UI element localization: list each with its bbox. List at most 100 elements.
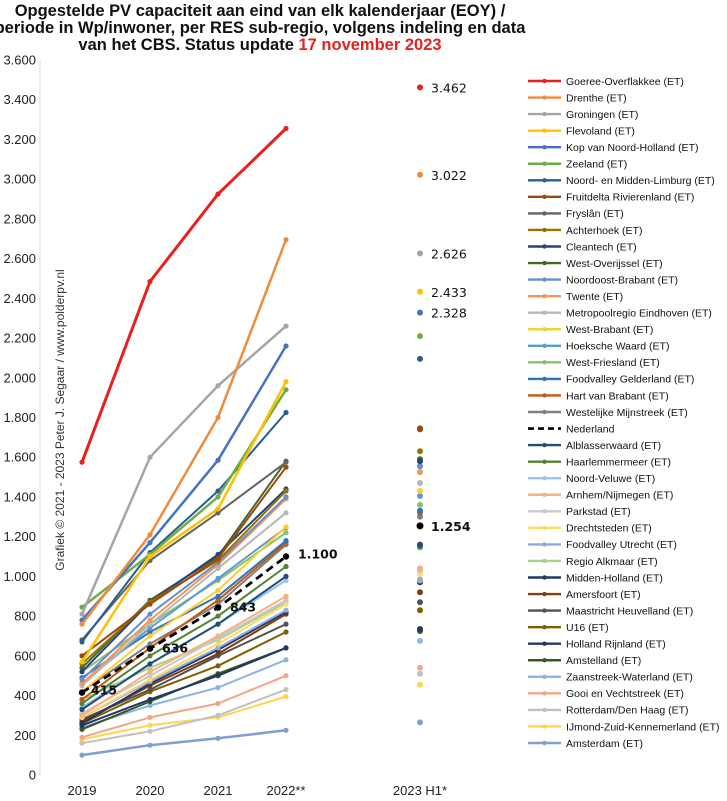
legend-label: Nederland [566, 423, 615, 435]
y-tick-label: 0 [29, 768, 36, 783]
legend: Goeree-Overflakkee (ET) Drenthe (ET) Groni… [528, 76, 719, 750]
y-axis: 0 200 400 600 800 1.000 1.200 1.400 1.600 1.800 2.… [3, 53, 36, 783]
legend-marker [542, 492, 547, 497]
series-line [81, 603, 287, 719]
data-point [215, 593, 221, 599]
legend-marker [542, 691, 547, 696]
legend-entry: Amstelland (ET) [528, 655, 641, 667]
series-line [81, 239, 288, 625]
legend-label: West-Overijssel (ET) [566, 258, 663, 270]
data-point [283, 494, 289, 500]
data-point [79, 459, 85, 465]
legend-marker [542, 194, 547, 200]
legend-entry: Metropoolregio Eindhoven (ET) [528, 308, 712, 320]
data-point [79, 669, 85, 675]
y-tick-label: 2.400 [3, 291, 36, 306]
data-point [147, 625, 153, 631]
legend-marker [542, 360, 547, 365]
data-point [215, 613, 221, 619]
legend-label: Amstelland (ET) [566, 655, 641, 667]
h1-point [417, 607, 423, 614]
data-point [147, 553, 153, 560]
data-point [283, 607, 289, 613]
legend-entry: Kop van Noord-Holland (ET) [528, 142, 698, 154]
data-point [283, 530, 289, 536]
data-point [214, 604, 222, 611]
legend-marker [542, 442, 547, 448]
legend-label: Flevoland (ET) [566, 125, 635, 137]
data-point [147, 687, 153, 693]
series [79, 670, 423, 746]
data-point [79, 639, 85, 645]
h1-point [417, 458, 423, 465]
data-point [147, 722, 153, 728]
legend-marker [542, 244, 547, 249]
legend-entry: Haarlemmermeer (ET) [528, 456, 671, 468]
legend-label: Maastricht Heuvelland (ET) [566, 605, 693, 617]
series-line [80, 127, 288, 463]
legend-marker [542, 509, 547, 514]
h1-point [417, 333, 423, 340]
legend-entry: Noord- en Midden-Limburg (ET) [528, 175, 715, 187]
data-point [215, 651, 221, 657]
data-point [147, 742, 153, 748]
data-point [215, 494, 221, 500]
series [79, 288, 423, 665]
legend-entry: Twente (ET) [528, 291, 623, 303]
legend-entry: Drechtsteden (ET) [528, 523, 652, 535]
h1-point [417, 448, 423, 455]
data-point [147, 653, 153, 659]
h1-point [417, 637, 423, 644]
legend-marker [542, 476, 547, 481]
legend-entry: Holland Rijnland (ET) [528, 639, 666, 651]
legend-label: Arnhem/Nijmegen (ET) [566, 490, 673, 502]
data-point [78, 689, 86, 696]
legend-label: Drechtsteden (ET) [566, 523, 652, 535]
legend-label: Kop van Noord-Holland (ET) [566, 142, 698, 154]
data-point [147, 454, 153, 460]
data-point [283, 601, 289, 607]
data-point [215, 621, 221, 627]
data-point [79, 734, 85, 740]
data-point [215, 488, 221, 494]
series-line [81, 646, 287, 727]
series [79, 463, 423, 683]
legend-entry: Gooi en Vechtstreek (ET) [528, 688, 684, 700]
h1-point [417, 599, 423, 606]
series-line [81, 488, 287, 673]
data-point [283, 693, 289, 700]
legend-label: Cleantech (ET) [566, 241, 637, 253]
h1-point [417, 250, 423, 257]
data-point [215, 191, 221, 197]
data-point [283, 510, 289, 516]
legend-label: Amersfoort (ET) [566, 589, 641, 601]
h1-point [417, 469, 423, 476]
x-axis: 2019 2020 2021 2022** 2023 H1* [68, 783, 448, 798]
data-point [79, 752, 85, 758]
y-tick-label: 1.400 [3, 489, 36, 504]
legend-label: Midden-Holland (ET) [566, 572, 663, 584]
series-line [81, 512, 287, 687]
legend-entry: Groningen (ET) [528, 109, 638, 121]
data-point [215, 645, 221, 651]
h1-value-label: 2.626 [431, 246, 467, 261]
legend-label: Hart van Brabant (ET) [566, 390, 669, 402]
legend-entry: West-Friesland (ET) [528, 357, 660, 369]
legend-label: Foodvalley Gelderland (ET) [566, 374, 694, 386]
data-point [147, 677, 153, 683]
legend-marker [542, 724, 547, 729]
data-point [283, 657, 289, 663]
data-point [215, 633, 221, 639]
data-point [147, 532, 153, 538]
legend-entry: West-Brabant (ET) [528, 324, 653, 336]
y-tick-label: 3.400 [3, 92, 36, 107]
data-point [283, 379, 289, 385]
data-point [283, 577, 289, 584]
title-line-3-text: van het CBS. Status update [78, 36, 298, 54]
legend-label: Westelijke Mijnstreek (ET) [566, 407, 688, 419]
legend-label: West-Friesland (ET) [566, 357, 660, 369]
data-point [79, 681, 85, 687]
data-point [147, 601, 153, 607]
legend-entry: Fruitdelta Rivierenland (ET) [528, 192, 694, 204]
legend-entry: Foodvalley Gelderland (ET) [528, 374, 694, 386]
